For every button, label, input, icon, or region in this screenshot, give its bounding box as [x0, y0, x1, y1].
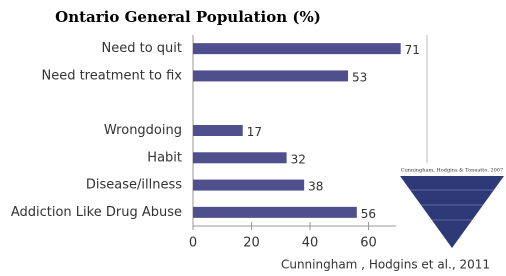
- value-label: 32: [291, 152, 306, 166]
- x-tick-label: 20: [243, 236, 260, 251]
- bar: [193, 70, 348, 81]
- bar: [193, 125, 243, 136]
- chart: Ontario General Population (%) Cunningha…: [0, 0, 506, 276]
- value-label: 71: [405, 43, 420, 57]
- chart-title: Ontario General Population (%): [55, 8, 321, 26]
- y-tick-label: Disease/illness: [86, 178, 182, 193]
- x-tick-label: 60: [360, 236, 377, 251]
- y-tick-label: Need to quit: [102, 41, 183, 56]
- bar: [193, 207, 357, 218]
- x-tick-label: 40: [302, 236, 319, 251]
- bar: [193, 180, 304, 191]
- y-tick-label: Habit: [147, 150, 182, 165]
- source: Cunningham , Hodgins et al., 2011: [281, 258, 490, 272]
- value-label: 56: [361, 207, 376, 221]
- value-label: 53: [352, 70, 367, 84]
- inset-caption: Cunningham, Hodgins & Toneatto, 2007: [401, 168, 503, 174]
- y-tick-label: Wrongdoing: [104, 123, 182, 138]
- x-tick-label: 0: [189, 236, 197, 251]
- inset: Cunningham, Hodgins & Toneatto, 2007: [396, 163, 506, 249]
- bar: [193, 152, 287, 163]
- y-tick-label: Addiction Like Drug Abuse: [11, 205, 182, 220]
- value-label: 38: [308, 180, 323, 194]
- y-tick-label: Need treatment to fix: [41, 68, 182, 83]
- bar: [193, 43, 401, 54]
- value-label: 17: [247, 125, 262, 139]
